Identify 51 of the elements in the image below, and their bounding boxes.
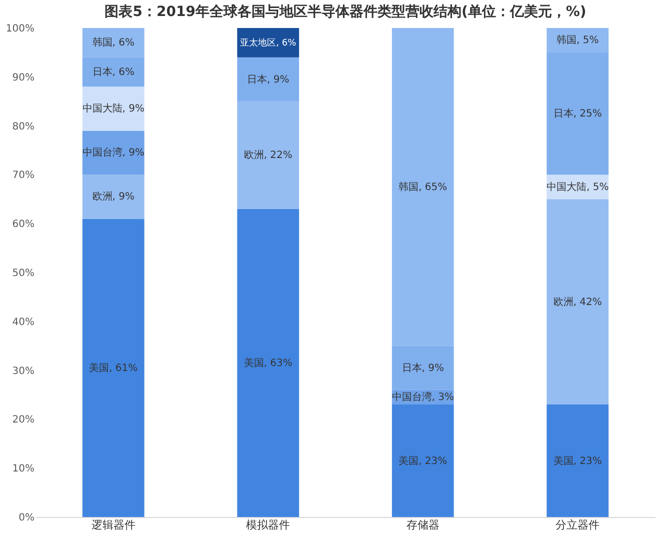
data-label: 欧洲, 42% (553, 296, 602, 308)
data-label: 欧洲, 22% (244, 149, 292, 162)
bar (82, 86, 144, 131)
x-tick-label: 存储器 (406, 518, 440, 532)
bar (237, 28, 300, 58)
y-tick-label: 10% (12, 464, 34, 475)
bar (392, 346, 454, 390)
bar (392, 404, 454, 517)
y-tick-label: 20% (12, 414, 34, 426)
bar (546, 52, 609, 175)
data-label: 美国, 61% (89, 362, 138, 374)
bar (82, 218, 144, 517)
bar (82, 57, 144, 87)
y-tick-label: 50% (12, 268, 34, 279)
data-label: 日本, 9% (247, 73, 290, 86)
data-label: 美国, 63% (244, 356, 292, 369)
x-tick-label: 模拟器件 (246, 518, 290, 532)
y-tick-label: 60% (12, 219, 34, 230)
bar (546, 404, 609, 517)
bar (392, 28, 454, 346)
data-label: 韩国, 6% (92, 36, 134, 49)
y-tick-label: 80% (12, 121, 34, 132)
data-label: 中国大陆, 5% (546, 180, 609, 193)
bar (237, 57, 300, 102)
data-label: 欧洲, 9% (92, 190, 134, 203)
x-tick-label: 逻辑器件 (91, 518, 136, 532)
data-label: 美国, 23% (398, 454, 448, 467)
y-tick-label: 90% (12, 72, 34, 84)
data-label: 日本, 9% (402, 362, 444, 374)
data-label: 中国大陆, 9% (82, 102, 144, 115)
bar (82, 130, 144, 175)
data-label: 亚太地区, 6% (240, 38, 297, 49)
y-tick-label: 0% (18, 512, 34, 524)
bar (237, 101, 300, 209)
y-tick-label: 100% (6, 24, 34, 34)
data-label: 韩国, 5% (556, 34, 599, 46)
bar (82, 28, 144, 58)
y-tick-label: 70% (12, 170, 34, 182)
data-label: 中国台湾, 3% (392, 391, 454, 404)
bar (82, 174, 144, 219)
data-label: 中国台湾, 9% (82, 146, 144, 159)
y-tick-label: 40% (12, 316, 34, 328)
data-label: 韩国, 65% (398, 180, 448, 193)
x-tick-label: 分立器件 (556, 518, 600, 532)
bar (237, 208, 300, 517)
bar (546, 199, 609, 405)
chart-title: 图表5：2019年全球各国与地区半导体器件类型营收结构(单位：亿美元，%) (104, 3, 586, 20)
data-label: 美国, 23% (553, 454, 602, 467)
y-tick-label: 30% (12, 366, 34, 377)
data-label: 日本, 25% (553, 108, 602, 120)
data-label: 日本, 6% (92, 66, 134, 78)
